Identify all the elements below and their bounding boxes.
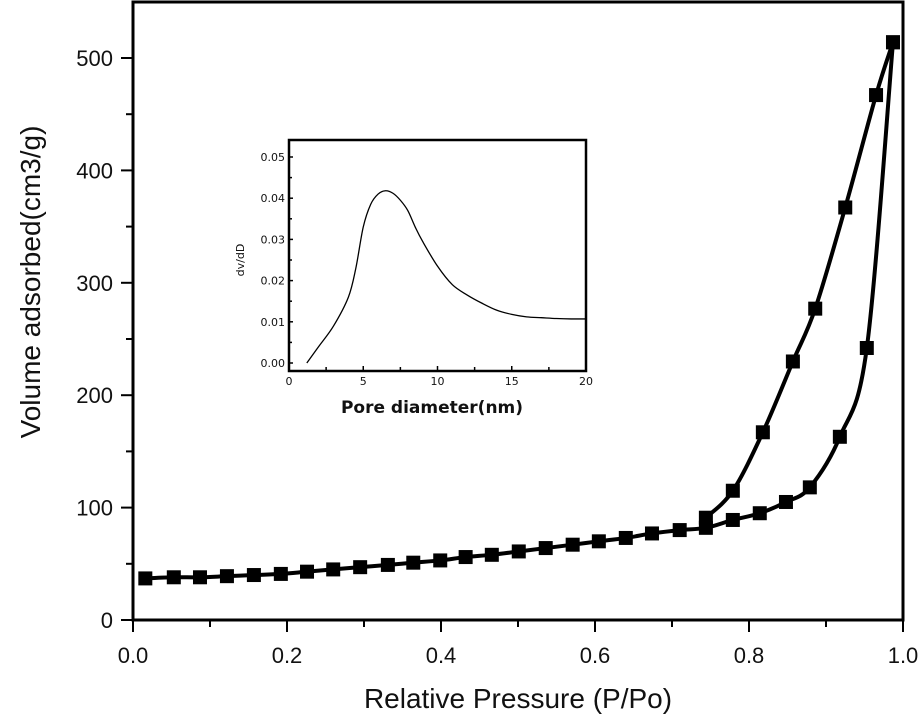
pore-distribution-line bbox=[306, 190, 587, 364]
adsorption-marker bbox=[219, 569, 234, 584]
inset-y-tick-label: 0.05 bbox=[261, 151, 286, 164]
inset-x-tick-label: 15 bbox=[505, 375, 519, 388]
inset-y-axis-title: dv/dD bbox=[234, 244, 247, 277]
desorption-marker bbox=[838, 200, 853, 215]
adsorption-marker bbox=[406, 555, 421, 570]
y-tick-label: 0 bbox=[101, 608, 113, 633]
adsorption-marker bbox=[458, 550, 473, 565]
x-axis-title: Relative Pressure (P/Po) bbox=[364, 683, 672, 714]
desorption-line bbox=[704, 41, 895, 520]
desorption-marker bbox=[885, 35, 900, 50]
inset-x-tick-label: 10 bbox=[431, 375, 445, 388]
desorption-marker bbox=[869, 88, 884, 103]
inset-y-tick-label: 0.00 bbox=[261, 357, 286, 370]
inset-y-tick-label: 0.03 bbox=[261, 233, 286, 246]
adsorption-marker bbox=[565, 537, 580, 552]
inset-x-axis-title: Pore diameter(nm) bbox=[341, 398, 523, 418]
inset-y-tick-label: 0.02 bbox=[261, 275, 286, 288]
adsorption-marker bbox=[859, 340, 874, 355]
x-tick-label: 1.0 bbox=[888, 643, 919, 668]
inset-y-tick-label: 0.01 bbox=[261, 316, 286, 329]
adsorption-marker bbox=[300, 564, 315, 579]
x-tick-label: 0.6 bbox=[580, 643, 611, 668]
inset-pore-distribution-plot: 0 5 10 15 20 0.00 0.01 0.02 0.03 0.04 0.05 bbox=[261, 138, 593, 388]
adsorption-marker bbox=[511, 544, 526, 559]
adsorption-marker bbox=[380, 557, 395, 572]
adsorption-marker bbox=[644, 526, 659, 541]
adsorption-marker bbox=[166, 570, 181, 585]
x-tick-label: 0.0 bbox=[118, 643, 149, 668]
adsorption-marker bbox=[672, 523, 687, 538]
adsorption-marker bbox=[778, 494, 793, 509]
adsorption-marker bbox=[138, 571, 153, 586]
inset-x-tick-label: 5 bbox=[360, 375, 367, 388]
desorption-marker bbox=[755, 425, 770, 440]
inset-frame bbox=[287, 138, 588, 373]
desorption-marker bbox=[725, 483, 740, 498]
adsorption-marker bbox=[246, 568, 261, 583]
adsorption-marker bbox=[752, 506, 767, 521]
desorption-marker bbox=[808, 301, 823, 316]
adsorption-marker bbox=[353, 560, 368, 575]
y-tick-label: 200 bbox=[76, 383, 113, 408]
y-axis-title: Volume adsorbed(cm3/g) bbox=[15, 126, 46, 439]
y-tick-label: 300 bbox=[76, 271, 113, 296]
y-tick-label: 100 bbox=[76, 496, 113, 521]
x-tick-label: 0.8 bbox=[734, 643, 765, 668]
adsorption-marker bbox=[802, 480, 817, 495]
adsorption-marker bbox=[433, 553, 448, 568]
adsorption-marker bbox=[591, 534, 606, 549]
adsorption-marker bbox=[832, 429, 847, 444]
inset-x-tick-label: 20 bbox=[579, 375, 593, 388]
desorption-marker bbox=[785, 354, 800, 369]
adsorption-marker bbox=[326, 562, 341, 577]
adsorption-marker bbox=[725, 512, 740, 527]
y-tick-label: 400 bbox=[76, 158, 113, 183]
adsorption-marker bbox=[484, 547, 499, 562]
adsorption-marker bbox=[192, 570, 207, 585]
x-tick-label: 0.2 bbox=[272, 643, 303, 668]
y-tick-label: 500 bbox=[76, 46, 113, 71]
x-tick-label: 0.4 bbox=[426, 643, 457, 668]
desorption-marker bbox=[698, 510, 713, 525]
adsorption-marker bbox=[273, 566, 288, 581]
adsorption-marker bbox=[538, 541, 553, 556]
inset-y-tick-label: 0.04 bbox=[261, 192, 286, 205]
adsorption-marker bbox=[618, 530, 633, 545]
inset-x-tick-label: 0 bbox=[286, 375, 293, 388]
